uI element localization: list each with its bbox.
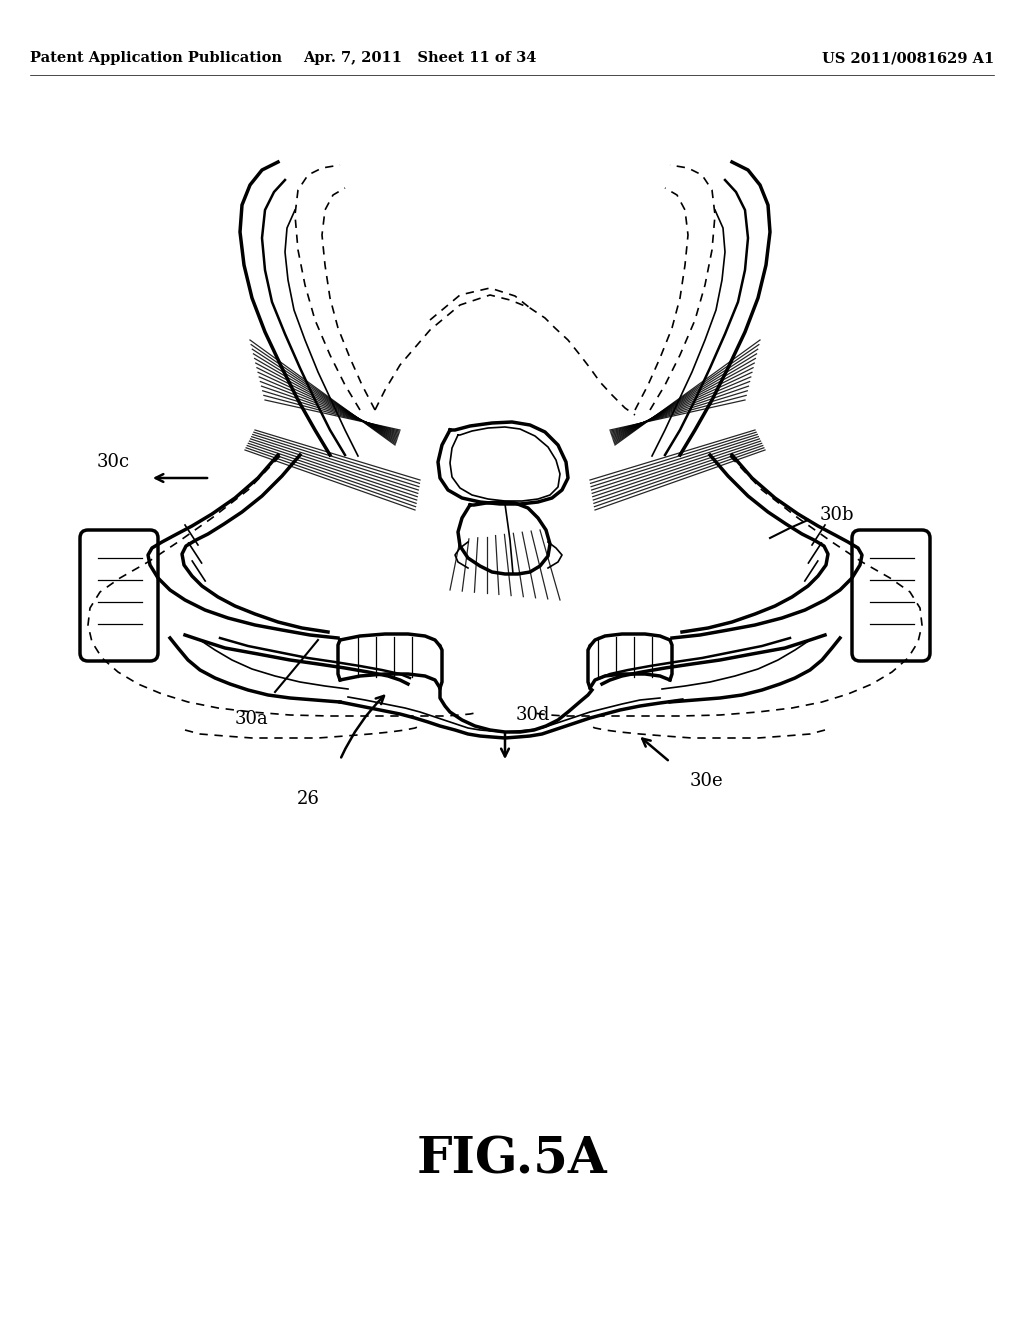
Text: Patent Application Publication: Patent Application Publication xyxy=(30,51,282,65)
Text: Apr. 7, 2011   Sheet 11 of 34: Apr. 7, 2011 Sheet 11 of 34 xyxy=(303,51,537,65)
Text: 26: 26 xyxy=(297,789,319,808)
Text: 30b: 30b xyxy=(820,506,854,524)
Text: 30a: 30a xyxy=(236,710,269,729)
Text: 30d: 30d xyxy=(516,706,551,723)
Text: FIG.5A: FIG.5A xyxy=(417,1135,607,1184)
Text: 30e: 30e xyxy=(690,772,724,789)
Text: US 2011/0081629 A1: US 2011/0081629 A1 xyxy=(821,51,994,65)
Text: 30c: 30c xyxy=(97,453,130,471)
